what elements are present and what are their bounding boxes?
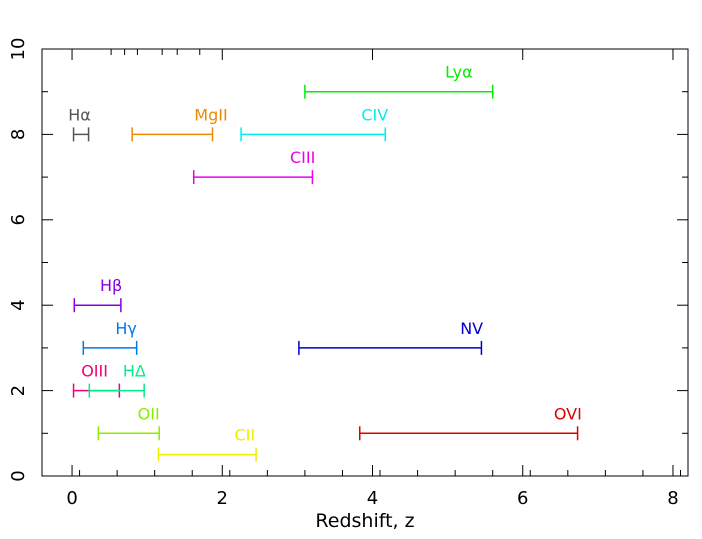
range-bar-hβ: Hβ: [73, 276, 122, 313]
range-bar-label: OIII: [81, 362, 108, 381]
range-bar-hδ: HΔ: [88, 362, 146, 398]
range-bar-label: HΔ: [123, 362, 146, 381]
range-bar-civ: CIV: [240, 105, 388, 142]
x-tick-label: 0: [66, 488, 77, 509]
range-bar-label: CIII: [290, 148, 315, 167]
range-bar-cii: CII: [157, 426, 257, 462]
range-bar-lyα: Lyα: [304, 63, 494, 99]
range-bar-nv: NV: [298, 319, 483, 355]
x-tick-label: 2: [217, 488, 228, 509]
range-bar-label: NV: [460, 319, 483, 338]
range-bar-label: OVI: [554, 404, 582, 423]
x-tick-label: 6: [517, 488, 528, 509]
range-bar-label: Hγ: [115, 319, 137, 338]
range-bar-mgii: MgII: [131, 105, 228, 142]
y-tick-label: 4: [8, 299, 29, 310]
range-bar-label: CIV: [361, 105, 388, 124]
range-bar-label: CII: [235, 426, 256, 445]
range-bar-ciii: CIII: [192, 148, 315, 185]
x-tick-label: 8: [667, 488, 678, 509]
range-bar-hα: Hα: [68, 105, 91, 142]
x-axis-label: Redshift, z: [315, 510, 414, 532]
range-bar-oiii: OIII: [72, 362, 121, 398]
y-tick-label: 6: [8, 214, 29, 225]
x-tick-label: 4: [367, 488, 378, 509]
y-tick-label: 8: [8, 129, 29, 140]
range-bar-label: Hα: [68, 105, 91, 124]
range-bar-ovi: OVI: [358, 404, 582, 441]
y-tick-label: 2: [8, 385, 29, 396]
y-tick-label: 10: [8, 38, 29, 61]
range-bar-label: Lyα: [445, 63, 472, 82]
range-bar-oii: OII: [97, 404, 160, 441]
range-bar-hγ: Hγ: [82, 319, 138, 355]
y-tick-label: 0: [8, 470, 29, 481]
range-bar-label: OII: [138, 404, 160, 423]
range-bar-label: Hβ: [100, 276, 122, 295]
range-bar-label: MgII: [194, 105, 227, 124]
